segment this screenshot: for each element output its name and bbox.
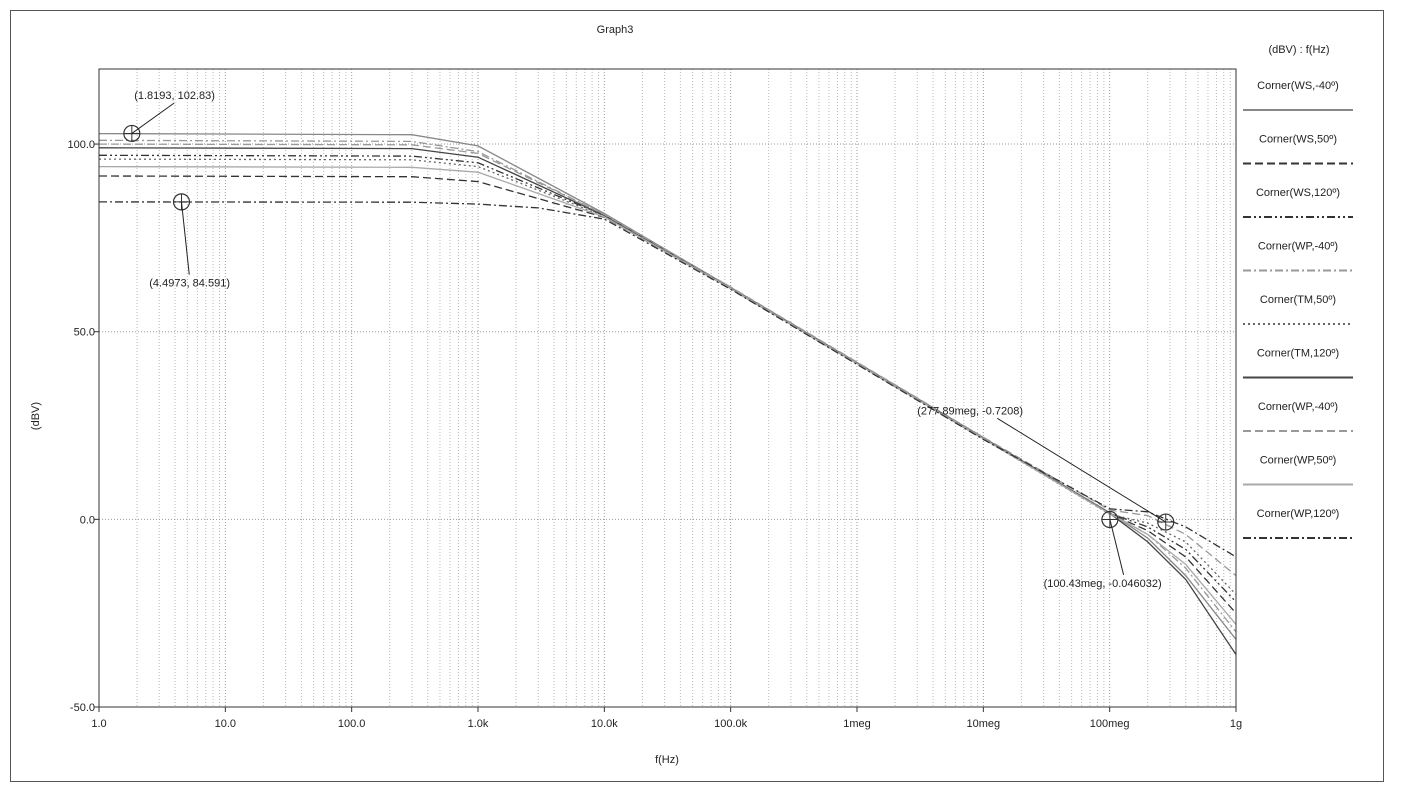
y-tick-label: 100.0 <box>67 139 95 151</box>
axis-ticks: 1.0 10.0 100.0 1.0k 10.0k 100.0k 1meg 10meg 100m… <box>67 139 1242 730</box>
legend-entry-label: Corner(TM,120º) <box>1257 348 1339 360</box>
series-line <box>98 165 1237 625</box>
legend-entry-label: Corner(WS,-40º) <box>1257 80 1339 92</box>
chart-title: Graph3 <box>597 24 634 36</box>
annotations: (1.8193, 102.83) (4.4973, 84.591) (277.89m… <box>123 90 1175 590</box>
x-tick-label: 100.0 <box>338 718 366 730</box>
plot-area-border <box>98 68 1237 708</box>
marker-label: (4.4973, 84.591) <box>149 278 230 290</box>
series-line <box>98 158 1237 595</box>
y-tick-label: 0.0 <box>80 514 95 526</box>
x-tick-label: 1.0k <box>468 718 489 730</box>
marker-label: (277.89meg, -0.7208) <box>917 405 1023 417</box>
series-line <box>98 139 1237 633</box>
legend-entry-label: Corner(WP,-40º) <box>1258 401 1338 413</box>
legend-entry-label: Corner(TM,50º) <box>1260 294 1336 306</box>
marker-label: (1.8193, 102.83) <box>134 90 215 102</box>
marker-label: (100.43meg, -0.046032) <box>1044 578 1162 590</box>
x-tick-label: 100meg <box>1090 718 1130 730</box>
x-tick-label: 1.0 <box>91 718 106 730</box>
series-line <box>98 175 1237 614</box>
y-axis-label: (dBV) <box>30 402 42 430</box>
x-tick-label: 10.0 <box>215 718 236 730</box>
series-lines <box>98 132 1237 655</box>
marker-leader <box>1109 519 1125 576</box>
x-axis-label: f(Hz) <box>655 754 679 766</box>
series-line <box>98 143 1237 577</box>
grid-lines <box>98 69 1237 708</box>
series-line <box>98 154 1237 603</box>
legend-entry-label: Corner(WP,120º) <box>1257 508 1340 520</box>
legend-entry-label: Corner(WS,120º) <box>1256 187 1340 199</box>
series-line <box>98 201 1237 558</box>
marker-leader <box>131 102 175 134</box>
marker-leader <box>997 417 1167 523</box>
legend: Corner(WS,-40º) Corner(WS,50º) Corner(WS,1… <box>1243 80 1353 539</box>
marker-leader <box>180 201 190 275</box>
graph-window: Graph3 (dBV) : f(Hz) (dBV) f(Hz) 1.0 10.0… <box>10 10 1384 782</box>
legend-entry-label: Corner(WS,50º) <box>1259 134 1337 146</box>
x-tick-label: 1g <box>1230 718 1242 730</box>
x-tick-label: 10meg <box>967 718 1001 730</box>
legend-entry-label: Corner(WP,50º) <box>1260 455 1337 467</box>
x-tick-label: 1meg <box>843 718 871 730</box>
x-tick-label: 100.0k <box>714 718 748 730</box>
bode-plot: Graph3 (dBV) : f(Hz) (dBV) f(Hz) 1.0 10.0… <box>30 24 1353 766</box>
legend-entry-label: Corner(WP,-40º) <box>1258 241 1338 253</box>
y-tick-label: 50.0 <box>74 327 95 339</box>
series-line <box>98 132 1237 640</box>
x-tick-label: 10.0k <box>591 718 618 730</box>
y-tick-label: -50.0 <box>70 702 95 714</box>
legend-title: (dBV) : f(Hz) <box>1268 44 1329 56</box>
